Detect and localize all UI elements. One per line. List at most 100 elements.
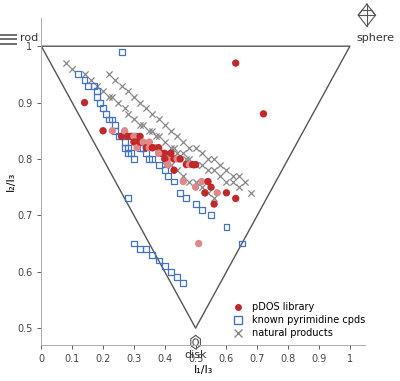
natural products bbox=[242, 178, 248, 184]
known pyrimidine cpds bbox=[81, 77, 88, 83]
Point bbox=[260, 111, 267, 117]
Point bbox=[174, 156, 180, 162]
natural products bbox=[146, 128, 152, 134]
known pyrimidine cpds bbox=[162, 167, 168, 173]
natural products bbox=[143, 105, 150, 111]
known pyrimidine cpds bbox=[128, 150, 134, 156]
known pyrimidine cpds bbox=[94, 94, 100, 100]
natural products bbox=[152, 133, 159, 139]
Point bbox=[165, 162, 171, 168]
natural products bbox=[109, 94, 116, 100]
known pyrimidine cpds bbox=[106, 117, 112, 123]
natural products bbox=[236, 184, 242, 190]
known pyrimidine cpds bbox=[103, 111, 109, 117]
Point bbox=[162, 150, 168, 156]
Point bbox=[152, 145, 159, 151]
Point bbox=[171, 156, 177, 162]
natural products bbox=[63, 60, 69, 66]
known pyrimidine cpds bbox=[97, 99, 103, 106]
Text: sphere: sphere bbox=[356, 34, 394, 43]
Point bbox=[122, 128, 128, 134]
natural products bbox=[198, 150, 205, 156]
natural products bbox=[183, 156, 190, 162]
natural products bbox=[180, 139, 186, 145]
known pyrimidine cpds bbox=[100, 105, 106, 111]
Y-axis label: I₂/I₃: I₂/I₃ bbox=[6, 172, 16, 191]
known pyrimidine cpds bbox=[168, 269, 174, 275]
natural products bbox=[198, 162, 205, 168]
natural products bbox=[168, 145, 174, 151]
Point bbox=[196, 240, 202, 247]
Point bbox=[158, 150, 165, 156]
Point bbox=[205, 178, 211, 184]
Text: disk: disk bbox=[184, 349, 207, 360]
natural products bbox=[186, 156, 193, 162]
natural products bbox=[236, 173, 242, 179]
natural products bbox=[162, 139, 168, 145]
known pyrimidine cpds bbox=[134, 139, 140, 145]
Point bbox=[198, 178, 205, 184]
known pyrimidine cpds bbox=[174, 274, 180, 280]
Point bbox=[211, 201, 217, 207]
natural products bbox=[248, 190, 254, 196]
Point bbox=[171, 167, 177, 173]
known pyrimidine cpds bbox=[124, 195, 131, 202]
known pyrimidine cpds bbox=[118, 133, 125, 139]
Point bbox=[149, 145, 156, 151]
natural products bbox=[140, 122, 146, 128]
natural products bbox=[124, 88, 131, 94]
Point bbox=[140, 139, 146, 145]
Point bbox=[134, 145, 140, 151]
Point bbox=[128, 133, 134, 139]
natural products bbox=[81, 71, 88, 77]
X-axis label: I₁/I₃: I₁/I₃ bbox=[194, 365, 213, 375]
natural products bbox=[217, 162, 224, 168]
natural products bbox=[137, 99, 143, 106]
natural products bbox=[131, 94, 137, 100]
natural products bbox=[115, 99, 122, 106]
natural products bbox=[112, 77, 118, 83]
Point bbox=[143, 145, 150, 151]
natural products bbox=[168, 162, 174, 168]
natural products bbox=[198, 184, 205, 190]
natural products bbox=[192, 162, 199, 168]
Point bbox=[232, 195, 239, 202]
natural products bbox=[94, 83, 100, 89]
known pyrimidine cpds bbox=[131, 240, 137, 247]
Point bbox=[149, 145, 156, 151]
Text: rod: rod bbox=[20, 34, 38, 43]
Point bbox=[100, 128, 106, 134]
natural products bbox=[186, 145, 193, 151]
known pyrimidine cpds bbox=[84, 83, 91, 89]
Point bbox=[202, 190, 208, 196]
natural products bbox=[88, 77, 94, 83]
Point bbox=[155, 150, 162, 156]
natural products bbox=[211, 195, 217, 202]
natural products bbox=[211, 167, 217, 173]
known pyrimidine cpds bbox=[192, 201, 199, 207]
natural products bbox=[168, 128, 174, 134]
natural products bbox=[137, 122, 143, 128]
natural products bbox=[192, 178, 199, 184]
Point bbox=[183, 162, 190, 168]
natural products bbox=[122, 105, 128, 111]
natural products bbox=[180, 150, 186, 156]
Point bbox=[131, 133, 137, 139]
Point bbox=[208, 184, 214, 190]
Point bbox=[134, 139, 140, 145]
known pyrimidine cpds bbox=[146, 156, 152, 162]
natural products bbox=[131, 117, 137, 123]
known pyrimidine cpds bbox=[198, 207, 205, 213]
natural products bbox=[211, 156, 217, 162]
known pyrimidine cpds bbox=[118, 49, 125, 55]
natural products bbox=[205, 190, 211, 196]
known pyrimidine cpds bbox=[131, 156, 137, 162]
known pyrimidine cpds bbox=[165, 173, 171, 179]
Point bbox=[180, 178, 186, 184]
natural products bbox=[155, 117, 162, 123]
Point bbox=[109, 128, 116, 134]
natural products bbox=[69, 66, 76, 72]
known pyrimidine cpds bbox=[124, 150, 131, 156]
known pyrimidine cpds bbox=[94, 88, 100, 94]
known pyrimidine cpds bbox=[122, 145, 128, 151]
